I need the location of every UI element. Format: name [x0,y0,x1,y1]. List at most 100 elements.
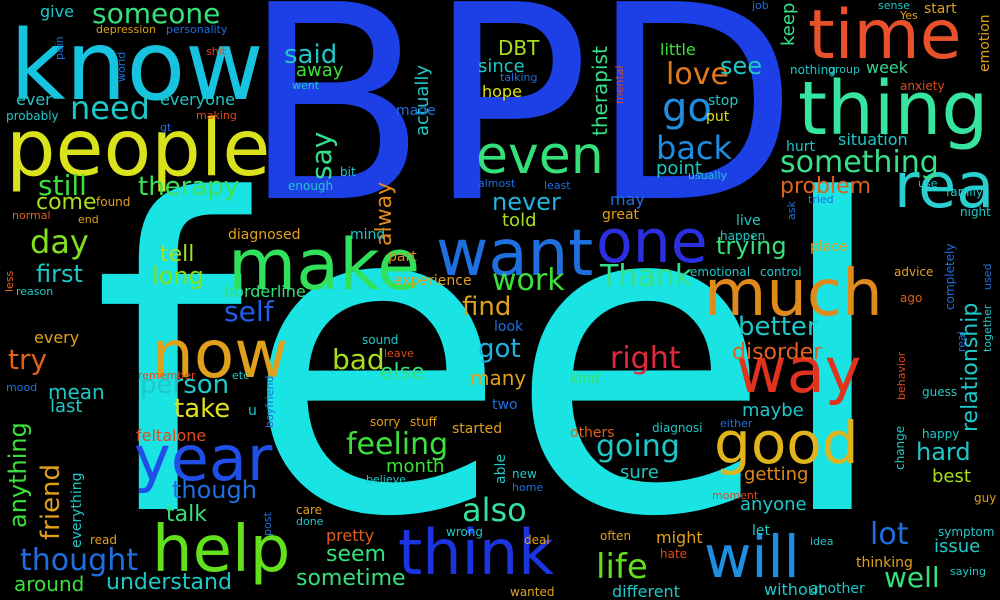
cloud-word: everything [69,472,85,548]
cloud-word: now [152,316,289,393]
cloud-word: know [10,10,264,122]
cloud-word: feltalone [136,426,207,445]
cloud-word: control [760,265,802,279]
cloud-word: talking [500,71,538,84]
cloud-word: pain [53,36,66,60]
cloud-word: every [34,328,80,347]
cloud-word: reason [16,285,54,298]
cloud-word: give [40,2,74,21]
cloud-word: keep [778,2,799,46]
cloud-word: relationship [958,302,983,432]
cloud-word: best [932,466,971,487]
cloud-word: trying [716,232,787,260]
cloud-word: making [196,109,237,122]
cloud-word: people [6,104,271,194]
cloud-word: diagnosed [228,227,301,243]
cloud-word: night [960,205,991,219]
cloud-word: good [714,409,859,477]
cloud-word: week [866,58,909,77]
cloud-word: pretty [326,526,375,545]
cloud-word: together [981,304,994,352]
cloud-word: completely [943,243,957,311]
cloud-word: problem [780,174,872,199]
cloud-word: normal [12,209,51,222]
cloud-word: point [656,158,702,179]
cloud-word: much [704,257,883,331]
cloud-word: let [752,523,770,539]
cloud-word: see [720,52,763,80]
cloud-word: usually [688,169,728,182]
cloud-word: take [174,394,231,424]
cloud-word: something [780,145,939,180]
cloud-word: started [452,421,503,437]
cloud-word: hate [660,547,688,561]
cloud-word: anxiety [900,79,945,93]
cloud-word: well [884,561,940,594]
cloud-word: right [610,341,681,376]
cloud-word: around [14,572,85,596]
cloud-word: bit [340,165,356,179]
cloud-word: day [30,223,89,261]
cloud-word: also [462,491,527,529]
cloud-word: getting [744,464,809,485]
cloud-word: shit [206,45,227,58]
cloud-word: end [78,213,99,226]
cloud-word: bad [332,343,385,376]
cloud-word: seem [326,542,386,567]
cloud-word: thing [798,66,989,152]
cloud-word: hard [916,438,971,466]
cloud-word: mental [613,65,626,104]
cloud-word: diagnosi [652,421,703,435]
cloud-word: find [462,292,512,322]
cloud-word: even [476,126,604,186]
cloud-word: almost [478,177,516,190]
cloud-word: deal [524,533,550,547]
cloud-word: got [478,334,521,364]
cloud-word: love [666,57,729,92]
cloud-word: put [706,109,730,125]
cloud-word: u [248,403,257,419]
cloud-word: everyone [160,90,235,109]
cloud-word: able [493,454,509,484]
cloud-word: depression [96,23,157,36]
cloud-word: change [893,425,907,470]
cloud-word: feeling [346,427,449,462]
cloud-word: emotion [977,14,993,72]
cloud-word: family [946,185,984,199]
cloud-word: borderline [224,282,306,301]
cloud-word: situation [838,130,908,149]
cloud-word: real [955,331,968,352]
cloud-word: want [436,217,594,291]
cloud-word: Yes [900,9,918,22]
cloud-word: happy [922,427,960,441]
cloud-word: emotional [690,265,751,279]
cloud-word: remember [138,369,196,382]
cloud-word: stuff [410,415,437,429]
cloud-word: first [36,260,83,288]
cloud-word: probably [6,109,59,123]
cloud-word: kind [570,371,600,387]
cloud-word: made [396,103,436,119]
cloud-word: talk [166,502,207,527]
cloud-word: believe [366,473,406,486]
cloud-word: thinking [856,555,913,571]
cloud-word: year [134,422,273,495]
cloud-word: mood [6,381,38,394]
cloud-word: sure [620,462,659,483]
cloud-word: often [600,529,632,543]
cloud-word: found [96,195,131,209]
cloud-word: mind [350,227,386,243]
cloud-word: done [296,515,324,528]
cloud-word: tell [160,242,195,267]
cloud-word: really [894,149,1000,222]
cloud-word: wanted [510,585,555,599]
cloud-word: gt [160,121,172,134]
cloud-word: live [736,213,761,229]
cloud-word: least [544,179,571,192]
cloud-word: disorder [732,340,823,365]
cloud-word: last [50,396,83,417]
cloud-word: make [228,224,421,306]
cloud-word: ask [785,201,798,220]
cloud-word: idea [810,535,834,548]
